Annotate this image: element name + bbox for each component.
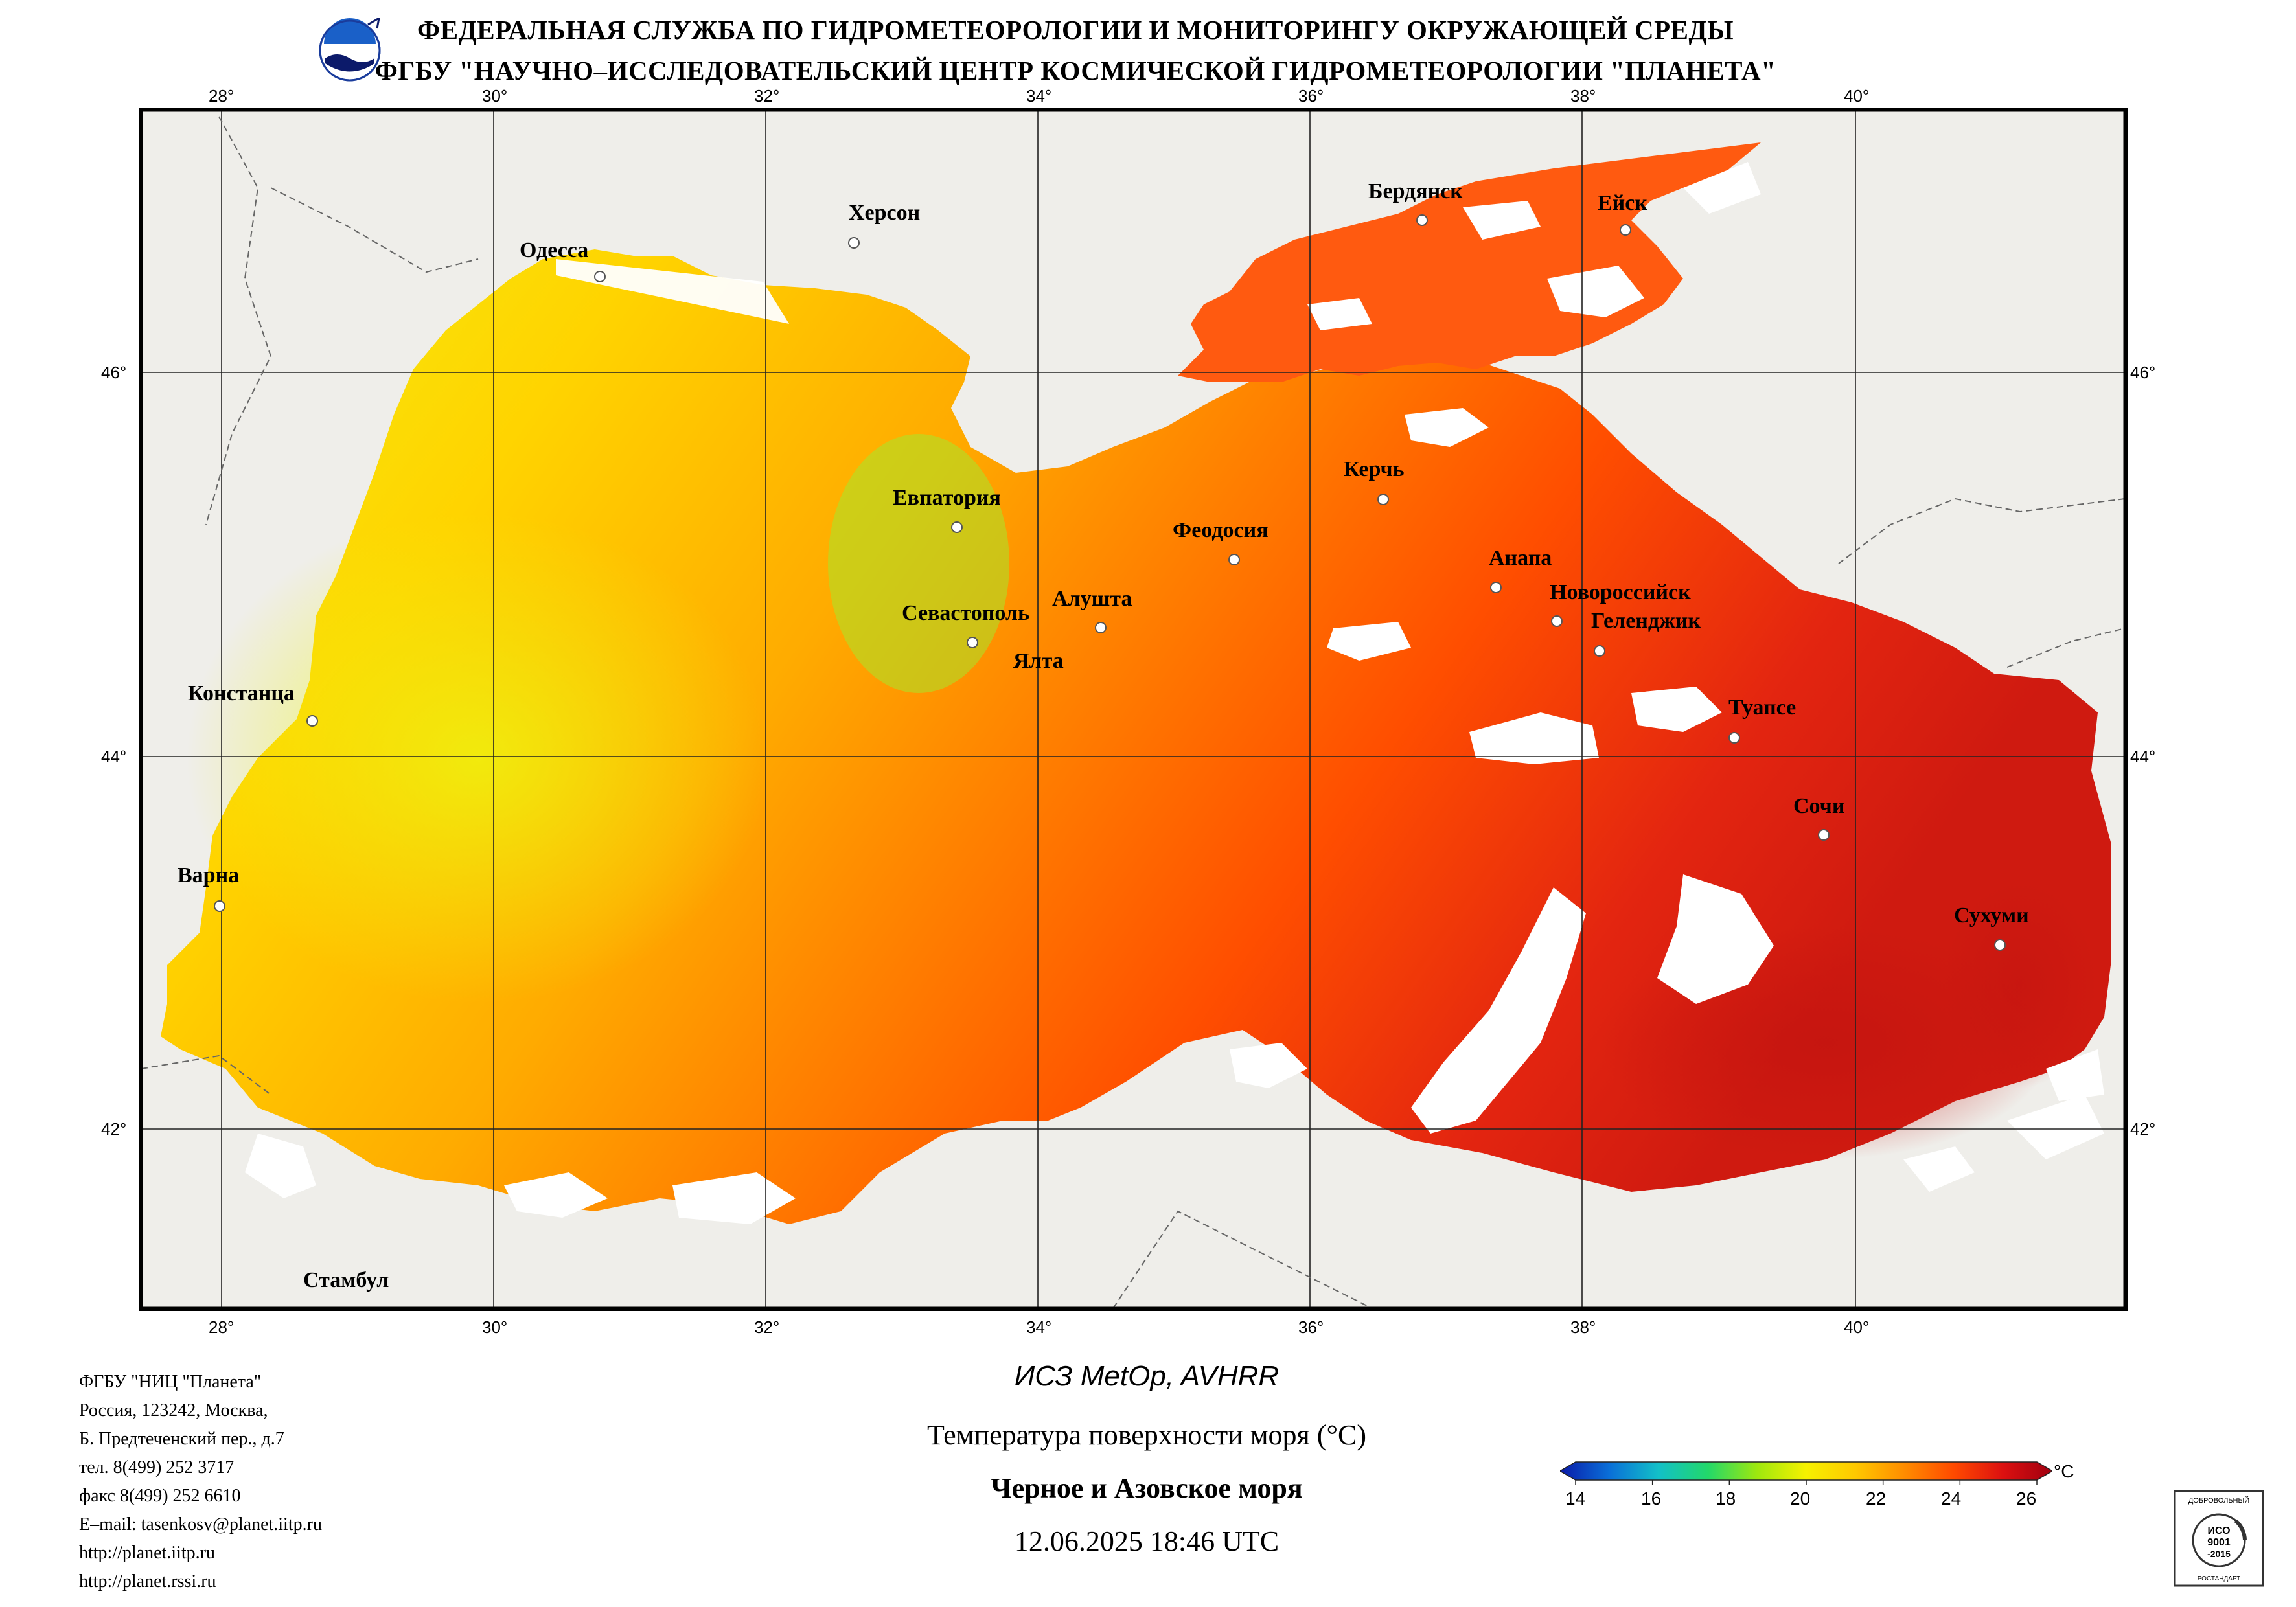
- lon-tick-bottom: 36°: [1298, 1317, 1324, 1337]
- svg-text:РОСТАНДАРТ: РОСТАНДАРТ: [2198, 1575, 2241, 1582]
- svg-text:-2015: -2015: [2207, 1549, 2231, 1559]
- colorbar-tick: 16: [1641, 1488, 1662, 1509]
- city-marker: [1377, 494, 1389, 505]
- colorbar-tick: 26: [2016, 1488, 2037, 1509]
- city-label: Туапсе: [1728, 696, 1797, 720]
- city-label: Констанца: [188, 681, 295, 705]
- lat-tick-right: 44°: [2130, 747, 2156, 766]
- country-borders: [141, 116, 2125, 1308]
- city-marker: [1818, 829, 1830, 841]
- contact-line: факс 8(499) 252 6610: [79, 1486, 241, 1506]
- city-label: Сухуми: [1954, 904, 2029, 928]
- city-label: Стамбул: [303, 1268, 389, 1292]
- satellite-label: ИСЗ MetOp, AVHRR: [1014, 1360, 1280, 1392]
- header-line-2: ФГБУ "НАУЧНО–ИССЛЕДОВАТЕЛЬСКИЙ ЦЕНТР КОС…: [374, 56, 1776, 85]
- city-label: Севастополь: [902, 601, 1029, 625]
- contact-line: Россия, 123242, Москва,: [79, 1400, 268, 1420]
- lon-tick-top: 36°: [1298, 86, 1324, 106]
- sst-map: [141, 110, 2125, 1308]
- lon-tick-top: 32°: [754, 86, 780, 106]
- lon-tick-bottom: 34°: [1026, 1317, 1052, 1337]
- iso-certification-stamp: ДОБРОВОЛЬНЫЙ ИСО 9001 -2015 РОСТАНДАРТ: [2174, 1490, 2264, 1587]
- svg-text:ИСО: ИСО: [2207, 1525, 2230, 1536]
- contact-line: Б. Предтеченский пер., д.7: [79, 1429, 284, 1449]
- colorbar-unit: °C: [2054, 1461, 2074, 1481]
- colorbar-tick: 14: [1565, 1488, 1586, 1509]
- city-marker: [951, 521, 963, 533]
- lon-tick-top: 28°: [209, 86, 235, 106]
- city-marker: [1594, 645, 1605, 657]
- lon-tick-top: 30°: [482, 86, 508, 106]
- lat-tick-right: 46°: [2130, 363, 2156, 382]
- planeta-logo: [317, 16, 382, 83]
- city-marker: [1728, 732, 1740, 744]
- city-marker: [1551, 615, 1563, 627]
- lon-tick-top: 34°: [1026, 86, 1052, 106]
- lat-tick-right: 42°: [2130, 1119, 2156, 1139]
- city-label: Феодосия: [1173, 518, 1269, 542]
- contact-line: E–mail: tasenkosv@planet.iitp.ru: [79, 1514, 322, 1534]
- parameter-label: Температура поверхности моря (°C): [926, 1419, 1367, 1451]
- region-label: Черное и Азовское моря: [991, 1472, 1303, 1504]
- city-label: Геленджик: [1591, 609, 1701, 633]
- lat-tick-left: 46°: [101, 363, 127, 382]
- city-marker: [594, 271, 606, 282]
- city-label: Анапа: [1489, 546, 1552, 570]
- city-marker: [306, 715, 318, 727]
- city-label: Новороссийск: [1550, 580, 1691, 604]
- city-label: Алушта: [1052, 587, 1132, 611]
- lat-tick-left: 44°: [101, 747, 127, 766]
- city-marker: [1228, 554, 1240, 565]
- lon-tick-bottom: 32°: [754, 1317, 780, 1337]
- contact-line: http://planet.rssi.ru: [79, 1571, 216, 1591]
- city-marker: [214, 900, 225, 912]
- city-label: Бердянск: [1368, 179, 1463, 203]
- city-label: Керчь: [1344, 457, 1405, 481]
- graticule: [141, 110, 2125, 1308]
- city-label: Одесса: [520, 238, 589, 262]
- colorbar-tick: 18: [1716, 1488, 1736, 1509]
- contact-line: http://planet.iitp.ru: [79, 1543, 215, 1563]
- colorbar-tick: 20: [1790, 1488, 1811, 1509]
- lon-tick-bottom: 40°: [1844, 1317, 1870, 1337]
- lon-tick-bottom: 28°: [209, 1317, 235, 1337]
- cloud-masks: [245, 162, 2104, 1224]
- city-label: Евпатория: [893, 486, 1001, 510]
- svg-text:ДОБРОВОЛЬНЫЙ: ДОБРОВОЛЬНЫЙ: [2188, 1496, 2249, 1505]
- lon-tick-bottom: 38°: [1570, 1317, 1596, 1337]
- colorbar-tick: 22: [1866, 1488, 1887, 1509]
- city-marker: [967, 637, 978, 648]
- lon-tick-bottom: 30°: [482, 1317, 508, 1337]
- contact-line: тел. 8(499) 252 3717: [79, 1457, 235, 1477]
- city-marker: [1620, 224, 1631, 236]
- svg-text:9001: 9001: [2207, 1537, 2231, 1548]
- header-line-1: ФЕДЕРАЛЬНАЯ СЛУЖБА ПО ГИДРОМЕТЕОРОЛОГИИ …: [417, 15, 1734, 45]
- city-label: Ейск: [1598, 191, 1647, 215]
- lat-tick-left: 42°: [101, 1119, 127, 1139]
- city-marker: [1490, 582, 1502, 593]
- city-label: Сочи: [1793, 794, 1845, 818]
- city-marker: [848, 237, 860, 249]
- city-label: Херсон: [849, 201, 921, 225]
- city-label: Ялта: [1013, 649, 1064, 673]
- city-label: Варна: [178, 863, 240, 887]
- contact-line: ФГБУ "НИЦ "Планета": [79, 1372, 262, 1392]
- black-sea: [161, 249, 2111, 1224]
- lon-tick-top: 40°: [1844, 86, 1870, 106]
- city-marker: [1416, 214, 1428, 226]
- city-marker: [1994, 939, 2006, 951]
- city-marker: [1095, 622, 1107, 633]
- colorbar-tick: 24: [1941, 1488, 1962, 1509]
- lon-tick-top: 38°: [1570, 86, 1596, 106]
- datetime-label: 12.06.2025 18:46 UTC: [1014, 1525, 1280, 1557]
